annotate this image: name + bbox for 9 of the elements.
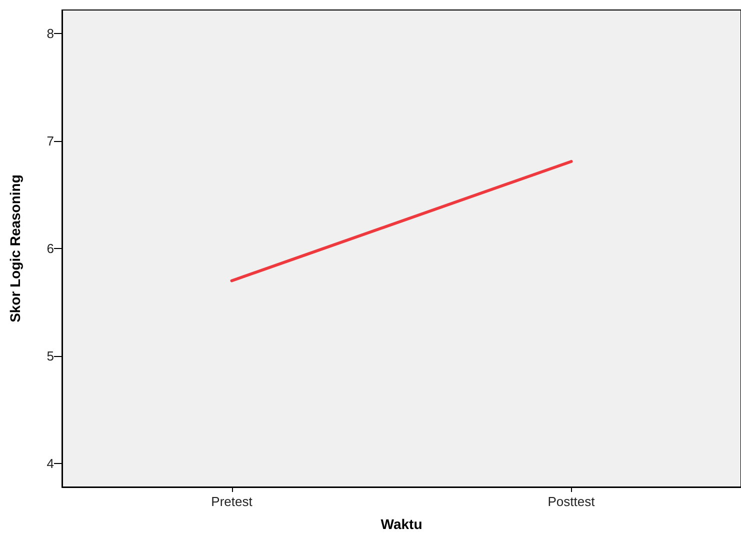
x-tick-label: Posttest [548,494,596,509]
x-axis-title: Waktu [380,516,422,532]
y-axis-title: Skor Logic Reasoning [7,174,23,322]
x-tick-label: Pretest [211,494,253,509]
y-tick-label: 6 [46,241,54,256]
y-tick-label: 7 [46,134,54,149]
y-tick-label: 5 [46,348,54,364]
y-tick-label: 4 [46,456,54,471]
y-tick-label: 8 [46,26,54,42]
